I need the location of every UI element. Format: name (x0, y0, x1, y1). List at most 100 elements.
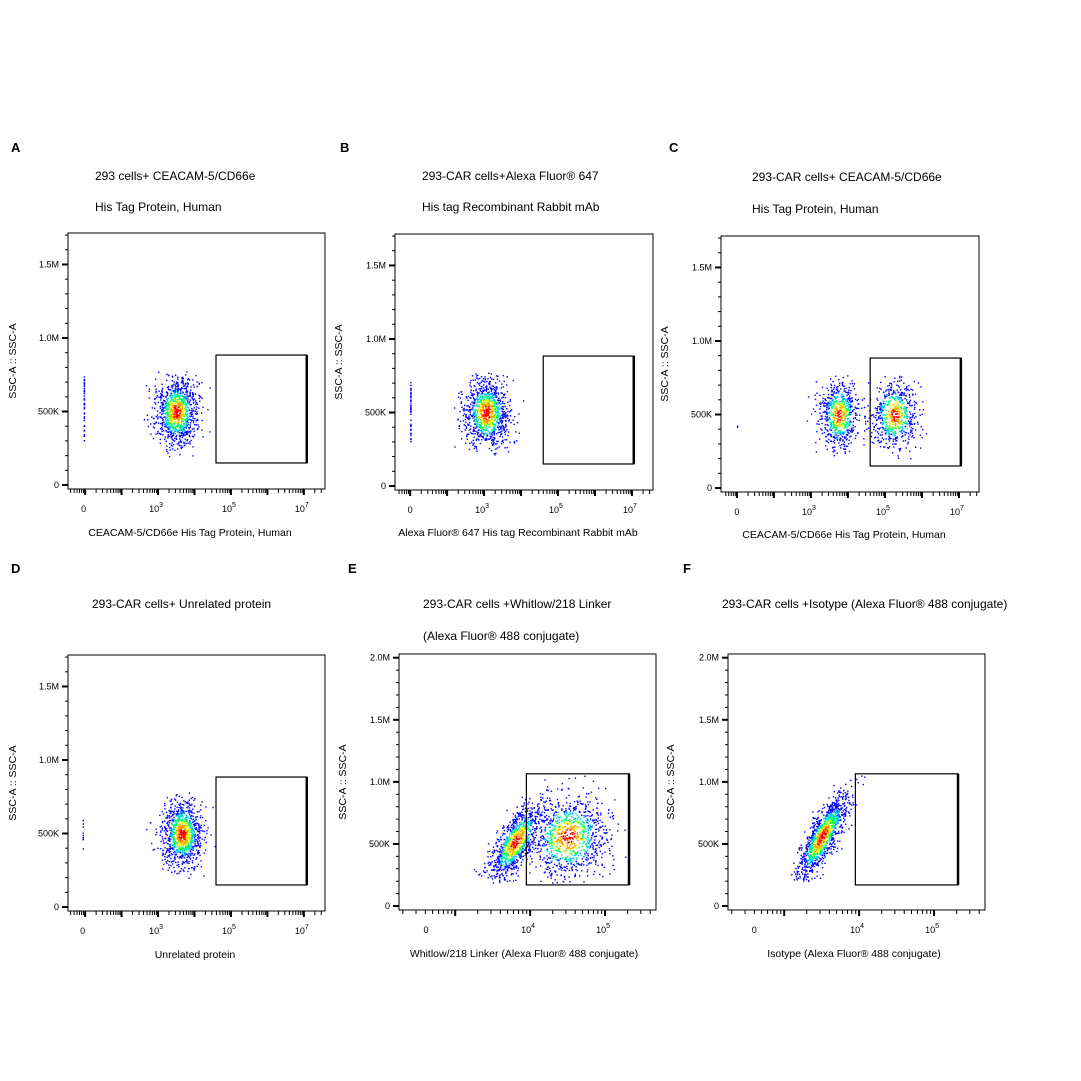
event-dot (823, 404, 825, 406)
event-dot (465, 427, 467, 429)
event-dot (171, 375, 174, 377)
event-dot (192, 415, 194, 418)
event-dot (155, 388, 157, 390)
event-dot (185, 833, 187, 835)
event-dot (165, 402, 167, 405)
event-dot (182, 396, 185, 399)
event-dot (170, 819, 172, 822)
event-dot (184, 407, 186, 409)
event-dot (195, 845, 198, 847)
event-dot (477, 383, 480, 385)
event-dot (199, 836, 201, 839)
event-dot (180, 445, 182, 447)
x-tick-label: 105 (222, 924, 236, 936)
event-dot (169, 423, 171, 425)
event-dot (410, 438, 412, 441)
event-dot (895, 399, 897, 402)
event-dot (176, 834, 178, 837)
event-dot (841, 393, 843, 395)
event-dot (486, 393, 488, 395)
event-dot (190, 409, 193, 412)
event-dot (181, 380, 183, 383)
event-dot (901, 400, 903, 402)
event-dot (820, 403, 822, 405)
gate-rectangle[interactable] (869, 357, 962, 467)
event-dot (495, 416, 497, 419)
event-dot (188, 427, 190, 429)
event-dot (182, 400, 184, 403)
event-dot (167, 434, 169, 436)
event-dot (195, 413, 198, 415)
event-dot (837, 418, 839, 420)
event-dot (490, 450, 493, 452)
event-dot (486, 409, 489, 411)
event-dot (481, 396, 484, 398)
event-dot (843, 412, 846, 414)
event-dot (502, 428, 505, 430)
event-dot (143, 419, 146, 421)
event-dot (463, 413, 466, 415)
event-dot (909, 411, 911, 413)
event-dot (474, 411, 476, 413)
event-dot (175, 861, 177, 864)
event-dot (180, 426, 182, 428)
event-dot (168, 425, 170, 428)
event-dot (196, 385, 198, 388)
event-dot (836, 400, 839, 402)
event-dot (485, 427, 487, 429)
event-dot (486, 396, 488, 398)
event-dot (501, 439, 504, 442)
event-dot (174, 842, 176, 845)
event-dot (189, 395, 191, 397)
event-dot (172, 831, 174, 834)
event-dot (850, 435, 852, 437)
event-dot (491, 429, 494, 431)
event-dot (166, 426, 168, 429)
event-dot (889, 429, 891, 431)
gate-rectangle[interactable] (542, 355, 635, 465)
event-dot (847, 423, 850, 426)
event-dot (147, 419, 149, 421)
event-dot (480, 381, 483, 383)
gate-rectangle[interactable] (215, 354, 308, 464)
event-dot (890, 388, 892, 390)
event-dot (847, 431, 849, 433)
event-dot (847, 375, 849, 377)
event-dot (185, 817, 187, 819)
event-dot (171, 406, 173, 408)
event-dot (198, 810, 200, 813)
event-dot (850, 389, 852, 392)
event-dot (183, 820, 186, 822)
event-dot (175, 842, 177, 845)
event-dot (170, 437, 172, 439)
event-dot (410, 433, 412, 435)
event-dot (863, 406, 866, 409)
event-dot (171, 438, 174, 441)
event-dot (477, 410, 479, 412)
event-dot (168, 428, 170, 431)
event-dot (180, 432, 182, 434)
event-dot (167, 407, 169, 410)
event-dot (173, 410, 176, 412)
x-tick-exponent: 5 (559, 503, 563, 510)
event-dot (863, 438, 865, 440)
event-dot (170, 861, 173, 863)
event-dot (461, 431, 463, 433)
event-dot (882, 391, 885, 393)
event-dot (873, 416, 875, 418)
event-dot (175, 828, 177, 831)
event-dot (470, 394, 473, 396)
event-dot (883, 409, 885, 411)
event-dot (497, 426, 499, 428)
event-dot (188, 846, 190, 848)
event-dot (884, 414, 887, 416)
event-dot (175, 846, 177, 848)
event-dot (841, 444, 843, 446)
event-dot (493, 432, 495, 435)
event-dot (876, 409, 878, 412)
event-dot (186, 859, 188, 861)
event-dot (475, 398, 477, 400)
event-dot (493, 394, 495, 396)
event-dot (842, 376, 844, 379)
event-dot (861, 407, 863, 409)
